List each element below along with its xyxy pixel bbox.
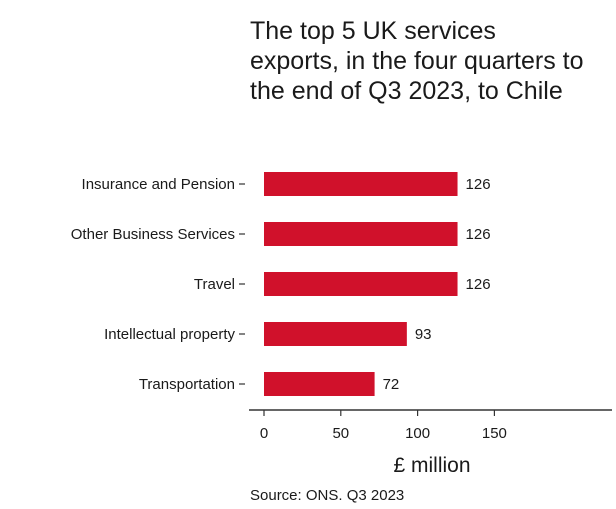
category-label: Insurance and Pension xyxy=(82,176,235,193)
data-label: 93 xyxy=(415,326,432,343)
x-tick-label: 100 xyxy=(405,425,430,442)
x-tick-label: 0 xyxy=(260,425,268,442)
category-label: Transportation xyxy=(139,376,235,393)
data-labels: 126 126 126 93 72 xyxy=(383,176,491,393)
category-labels: Insurance and Pension Other Business Serv… xyxy=(71,176,245,393)
data-label: 126 xyxy=(466,276,491,293)
data-label: 126 xyxy=(466,176,491,193)
chart-title: The top 5 UK services exports, in the fo… xyxy=(250,17,584,105)
x-tick-label: 50 xyxy=(332,425,349,442)
bar xyxy=(264,272,458,296)
x-axis-ticks: 0 50 100 150 xyxy=(260,410,507,442)
category-label: Other Business Services xyxy=(71,226,235,243)
bar xyxy=(264,372,375,396)
data-label: 72 xyxy=(383,376,400,393)
x-tick-label: 150 xyxy=(482,425,507,442)
bar xyxy=(264,172,458,196)
bar xyxy=(264,322,407,346)
source-note: Source: ONS. Q3 2023 xyxy=(250,487,404,504)
bar xyxy=(264,222,458,246)
bars-group xyxy=(264,172,458,396)
category-label: Intellectual property xyxy=(104,326,235,343)
category-label: Travel xyxy=(194,276,235,293)
data-label: 126 xyxy=(466,226,491,243)
x-axis-title: £ million xyxy=(393,454,470,477)
